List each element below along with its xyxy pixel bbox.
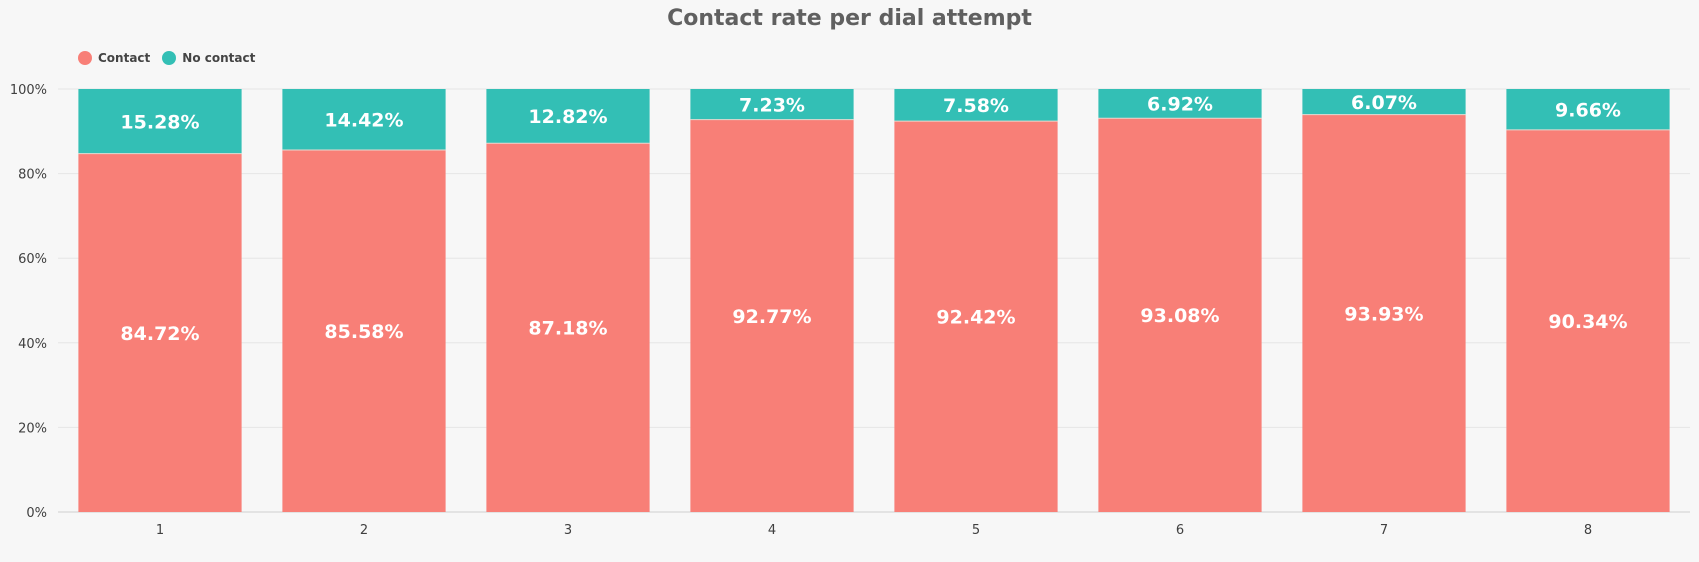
y-tick-label: 80% xyxy=(18,168,47,183)
bar-segment-no-contact[interactable] xyxy=(1506,89,1670,130)
y-tick-label: 20% xyxy=(18,421,47,436)
bar-segment-no-contact[interactable] xyxy=(1302,89,1466,115)
bar-segment-contact[interactable] xyxy=(282,149,446,513)
legend-label-no-contact: No contact xyxy=(182,51,256,65)
legend-swatch-no-contact xyxy=(162,51,177,65)
data-label: 87.18% xyxy=(528,318,607,340)
y-tick-label: 40% xyxy=(18,337,47,352)
legend-label-contact: Contact xyxy=(98,51,151,65)
data-label: 93.93% xyxy=(1344,303,1423,325)
data-label: 9.66% xyxy=(1555,99,1621,121)
legend-swatch-contact xyxy=(78,51,92,65)
chart-title: Contact rate per dial attempt xyxy=(667,6,1032,31)
bar-segment-contact[interactable] xyxy=(1506,129,1670,512)
bar-labels: 84.72% 15.28% 85.58% 14.42% 87.18% 12.82% 92.7… xyxy=(120,92,1627,345)
x-tick-label: 6 xyxy=(1176,523,1184,538)
x-axis: 1 2 3 4 5 6 7 8 xyxy=(156,523,1592,538)
y-tick-label: 100% xyxy=(10,83,47,98)
data-label: 85.58% xyxy=(324,321,403,343)
data-label: 12.82% xyxy=(528,106,607,128)
legend-item-no-contact[interactable]: No contact xyxy=(162,51,255,65)
bar-segment-contact[interactable] xyxy=(1302,114,1466,513)
x-tick-label: 3 xyxy=(564,523,572,538)
data-label: 84.72% xyxy=(120,323,199,345)
bar-segment-contact[interactable] xyxy=(690,119,854,513)
data-label: 92.42% xyxy=(936,307,1015,329)
data-label: 7.23% xyxy=(739,94,805,116)
x-tick-label: 2 xyxy=(360,523,368,538)
bar-segment-contact[interactable] xyxy=(486,143,650,512)
bar-segment-no-contact[interactable] xyxy=(690,89,854,120)
y-axis: 0% 20% 40% 60% 80% 100% xyxy=(10,83,47,521)
data-label: 6.07% xyxy=(1351,92,1417,114)
x-tick-label: 7 xyxy=(1380,523,1388,538)
bar-segment-no-contact[interactable] xyxy=(78,89,242,154)
legend-item-contact[interactable]: Contact xyxy=(78,51,150,65)
data-label: 7.58% xyxy=(943,95,1009,117)
bar-segment-contact[interactable] xyxy=(894,121,1058,512)
data-label: 93.08% xyxy=(1140,305,1219,327)
x-tick-label: 8 xyxy=(1584,523,1592,538)
x-tick-label: 1 xyxy=(156,523,164,538)
data-label: 90.34% xyxy=(1548,311,1627,333)
y-tick-label: 60% xyxy=(18,252,47,267)
bar-segment-no-contact[interactable] xyxy=(894,89,1058,122)
data-label: 15.28% xyxy=(120,111,199,133)
x-tick-label: 4 xyxy=(768,523,776,538)
y-tick-label: 0% xyxy=(26,506,47,521)
bar-segment-no-contact[interactable] xyxy=(486,89,650,144)
bar-segment-contact[interactable] xyxy=(78,153,242,512)
bars xyxy=(78,89,1670,513)
bar-segment-no-contact[interactable] xyxy=(282,89,446,150)
bar-segment-contact[interactable] xyxy=(1098,118,1262,512)
x-tick-label: 5 xyxy=(972,523,980,538)
data-label: 92.77% xyxy=(732,306,811,328)
bar-segment-no-contact[interactable] xyxy=(1098,89,1262,119)
legend: Contact No contact xyxy=(78,51,267,65)
data-label: 14.42% xyxy=(324,109,403,131)
data-label: 6.92% xyxy=(1147,94,1213,116)
